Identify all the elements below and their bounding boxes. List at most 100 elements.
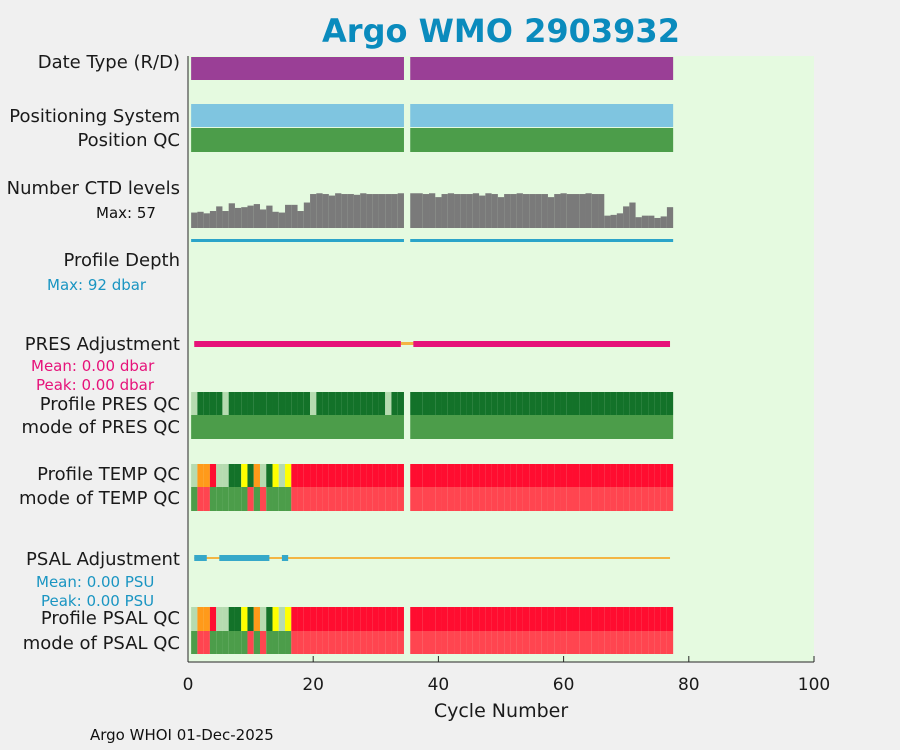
mode-psal-qc-cycle-36 (410, 631, 417, 654)
ctd-levels-bar-68 (610, 214, 617, 228)
row-label-profile-temp-qc: Profile TEMP QC (37, 464, 180, 485)
profile-temp-qc-cycle-76 (660, 464, 667, 487)
profile-psal-qc-cycle-60 (560, 607, 567, 631)
mode-temp-qc-cycle-4 (209, 487, 217, 511)
profile-temp-qc-cycle-52 (510, 464, 517, 487)
mode-temp-qc-cycle-18 (297, 487, 304, 511)
profile-temp-qc-cycle-34 (397, 464, 404, 487)
mode-psal-qc-cycle-66 (598, 631, 605, 654)
profile-pres-qc-cycle-41 (441, 392, 448, 415)
profile-temp-qc-cycle-22 (322, 464, 329, 487)
mode-temp-qc-cycle-46 (472, 487, 480, 511)
mode-psal-qc-cycle-63 (579, 631, 586, 654)
profile-psal-qc-cycle-18 (297, 607, 304, 631)
ctd-levels-bar-52 (510, 194, 517, 228)
mode-temp-qc-cycle-59 (554, 487, 561, 511)
mode-psal-qc-cycle-46 (472, 631, 480, 654)
profile-temp-qc-cycle-33 (391, 464, 398, 487)
profile-temp-qc-cycle-25 (341, 464, 348, 487)
profile-temp-qc-cycle-30 (372, 464, 379, 487)
mode-psal-qc-cycle-52 (510, 631, 517, 654)
ctd-levels-bar-65 (591, 194, 599, 228)
profile-temp-qc-cycle-10 (247, 464, 254, 487)
mode-psal-qc-cycle-50 (497, 631, 505, 654)
profile-pres-qc-cycle-26 (347, 392, 354, 415)
profile-psal-qc-cycle-4 (209, 607, 217, 631)
mode-psal-qc-cycle-71 (629, 631, 636, 654)
profile-psal-qc-cycle-55 (529, 607, 536, 631)
x-tick-label-100: 100 (797, 675, 831, 695)
profile-pres-qc-cycle-24 (335, 392, 342, 415)
mode-temp-qc-cycle-19 (303, 487, 311, 511)
mode-temp-qc-cycle-53 (516, 487, 523, 511)
profile-temp-qc-cycle-64 (585, 464, 592, 487)
ctd-levels-bar-37 (416, 193, 423, 228)
ctd-levels-bar-51 (504, 194, 511, 228)
mode-psal-qc-cycle-19 (303, 631, 311, 654)
profile-psal-qc-cycle-25 (341, 607, 348, 631)
ctd-levels-bar-67 (604, 215, 611, 228)
profile-psal-qc-cycle-29 (366, 607, 373, 631)
pres-adjustment-seg-1 (413, 341, 671, 347)
profile-psal-qc-cycle-26 (347, 607, 354, 631)
ctd-levels-bar-44 (460, 194, 467, 228)
profile-psal-qc-cycle-49 (491, 607, 498, 631)
profile-temp-qc-cycle-49 (491, 464, 498, 487)
profile-temp-qc-cycle-38 (422, 464, 430, 487)
profile-psal-qc-cycle-5 (216, 607, 223, 631)
profile-pres-qc-cycle-10 (247, 392, 254, 415)
profile-temp-qc-cycle-45 (466, 464, 473, 487)
ctd-levels-bar-55 (529, 194, 536, 228)
mode-temp-qc-cycle-26 (347, 487, 354, 511)
profile-pres-qc-cycle-49 (491, 392, 498, 415)
ctd-levels-bar-64 (585, 193, 592, 228)
mode-psal-qc-cycle-45 (466, 631, 473, 654)
profile-pres-qc-cycle-1 (191, 392, 198, 415)
depth-max-label: Max: 92 dbar (47, 276, 147, 294)
pres-peak-label: Peak: 0.00 dbar (36, 376, 155, 394)
profile-pres-qc-cycle-71 (629, 392, 636, 415)
profile-psal-qc-cycle-64 (585, 607, 592, 631)
profile-pres-qc-cycle-7 (228, 392, 235, 415)
mode-psal-qc-cycle-7 (228, 631, 235, 654)
ctd-levels-bar-74 (648, 215, 655, 228)
profile-temp-qc-cycle-72 (635, 464, 642, 487)
profile-temp-qc-cycle-26 (347, 464, 354, 487)
footer-credit: Argo WHOI 01-Dec-2025 (90, 726, 274, 744)
mode-psal-qc-cycle-2 (197, 631, 204, 654)
profile-pres-qc-cycle-60 (560, 392, 567, 415)
psal-adjustment-seg-1 (219, 555, 270, 561)
profile-psal-qc-cycle-40 (435, 607, 442, 631)
profile-temp-qc-cycle-17 (291, 464, 298, 487)
ctd-levels-bar-73 (641, 215, 649, 228)
profile-pres-qc-cycle-53 (516, 392, 523, 415)
profile-psal-qc-cycle-46 (472, 607, 480, 631)
profile-psal-qc-cycle-41 (441, 607, 448, 631)
profile-psal-qc-cycle-57 (541, 607, 548, 631)
profile-temp-qc-cycle-27 (353, 464, 361, 487)
mode-temp-qc-cycle-7 (228, 487, 235, 511)
pres-mean-label: Mean: 0.00 dbar (31, 357, 155, 375)
ctd-levels-bar-45 (466, 194, 473, 228)
profile-pres-qc-cycle-69 (616, 392, 624, 415)
ctd-levels-bar-8 (234, 207, 242, 228)
x-axis-label: Cycle Number (433, 700, 569, 722)
mode-temp-qc-cycle-22 (322, 487, 329, 511)
profile-pres-qc-cycle-38 (422, 392, 430, 415)
profile-pres-qc-cycle-12 (259, 392, 267, 415)
mode-psal-qc-cycle-40 (435, 631, 442, 654)
mode-psal-qc-cycle-30 (372, 631, 379, 654)
x-tick-label-60: 60 (552, 675, 575, 695)
ctd-levels-bar-14 (272, 211, 279, 228)
mode-psal-qc-cycle-39 (429, 631, 436, 654)
profile-psal-qc-cycle-53 (516, 607, 523, 631)
mode-temp-qc-cycle-48 (485, 487, 492, 511)
profile-temp-qc-cycle-40 (435, 464, 442, 487)
mode-temp-qc-cycle-21 (316, 487, 323, 511)
ctd-levels-bar-6 (222, 211, 229, 228)
ctd-levels-bar-30 (372, 194, 379, 228)
row-label-positioning-system: Positioning System (9, 106, 180, 127)
profile-pres-qc-cycle-59 (554, 392, 561, 415)
profile-psal-qc-cycle-48 (485, 607, 492, 631)
mode-temp-qc-cycle-12 (259, 487, 267, 511)
